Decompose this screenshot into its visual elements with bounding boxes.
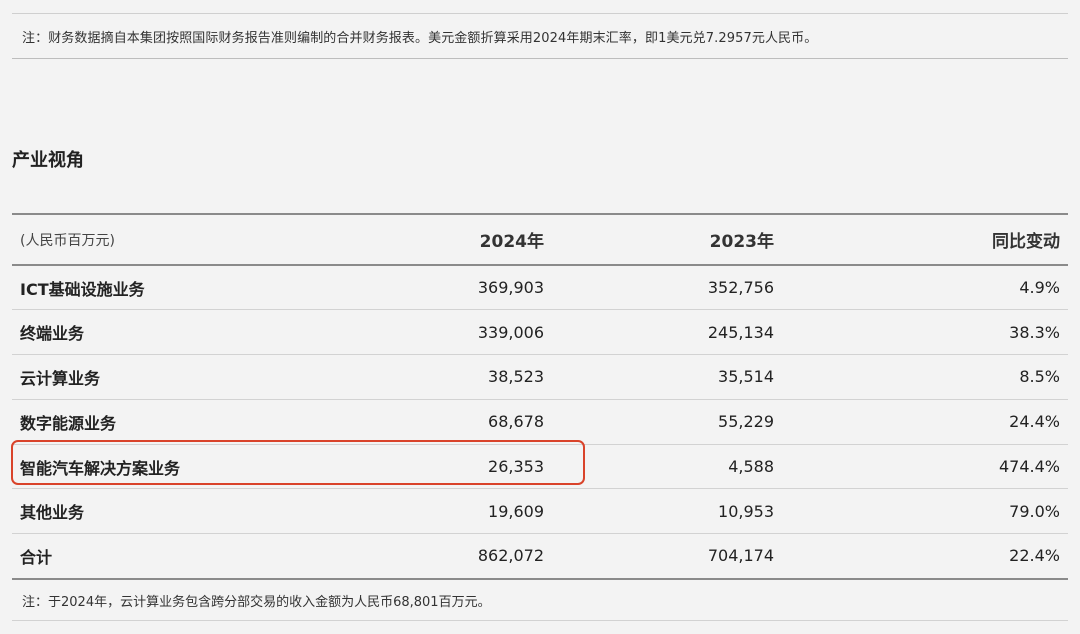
value-2024: 339,006 — [477, 322, 544, 342]
table-header-row: (人民币百万元) 2024年 2023年 同比变动 — [12, 214, 1068, 265]
value-2024: 862,072 — [477, 546, 544, 566]
value-2023: 35,514 — [718, 367, 774, 387]
revenue-table: (人民币百万元) 2024年 2023年 同比变动 ICT基础设施业务 369,… — [12, 213, 1068, 580]
value-2023: 55,229 — [718, 412, 774, 432]
table-row: 终端业务 339,006 245,134 38.3% — [12, 310, 1068, 355]
row-label: 合计 — [20, 547, 53, 567]
row-label: 智能汽车解决方案业务 — [20, 458, 181, 478]
value-yoy: 24.4% — [1009, 412, 1060, 432]
value-2024: 68,678 — [488, 412, 544, 432]
table-total-row: 合计 862,072 704,174 22.4% — [12, 534, 1068, 579]
value-2024: 369,903 — [477, 278, 544, 298]
value-yoy: 474.4% — [998, 457, 1060, 477]
value-yoy: 38.3% — [1009, 322, 1060, 342]
revenue-table-container: (人民币百万元) 2024年 2023年 同比变动 ICT基础设施业务 369,… — [12, 213, 1068, 580]
value-yoy: 4.9% — [1019, 278, 1060, 298]
top-footnote-text: 注：财务数据摘自本集团按照国际财务报告准则编制的合并财务报表。美元金额折算采用2… — [22, 30, 818, 46]
table-row: 云计算业务 38,523 35,514 8.5% — [12, 355, 1068, 400]
header-unit: (人民币百万元) — [20, 232, 115, 249]
value-yoy: 8.5% — [1019, 367, 1060, 387]
header-2024: 2024年 — [479, 232, 544, 252]
value-2024: 26,353 — [488, 457, 544, 477]
table-row: 其他业务 19,609 10,953 79.0% — [12, 489, 1068, 534]
value-yoy: 22.4% — [1009, 546, 1060, 566]
row-label: 其他业务 — [20, 503, 85, 523]
value-yoy: 79.0% — [1009, 501, 1060, 521]
value-2023: 245,134 — [707, 322, 774, 342]
value-2023: 704,174 — [707, 546, 774, 566]
bottom-footnote-text: 注：于2024年，云计算业务包含跨分部交易的收入金额为人民币68,801百万元。 — [22, 595, 491, 610]
row-label: ICT基础设施业务 — [20, 279, 145, 299]
header-2023: 2023年 — [709, 232, 774, 252]
bottom-footnote: 注：于2024年，云计算业务包含跨分部交易的收入金额为人民币68,801百万元。 — [12, 581, 1068, 621]
table-row: ICT基础设施业务 369,903 352,756 4.9% — [12, 265, 1068, 310]
table-row-highlighted: 智能汽车解决方案业务 26,353 4,588 474.4% — [12, 444, 1068, 489]
header-yoy-change: 同比变动 — [992, 232, 1060, 252]
value-2024: 19,609 — [488, 501, 544, 521]
row-label: 终端业务 — [20, 324, 85, 344]
value-2023: 4,588 — [728, 457, 774, 477]
top-footnote: 注：财务数据摘自本集团按照国际财务报告准则编制的合并财务报表。美元金额折算采用2… — [12, 13, 1068, 59]
value-2024: 38,523 — [488, 367, 544, 387]
value-2023: 352,756 — [707, 278, 774, 298]
row-label: 云计算业务 — [20, 368, 101, 388]
row-label: 数字能源业务 — [20, 413, 117, 433]
value-2023: 10,953 — [718, 501, 774, 521]
table-row: 数字能源业务 68,678 55,229 24.4% — [12, 399, 1068, 445]
section-title: 产业视角 — [12, 150, 84, 171]
